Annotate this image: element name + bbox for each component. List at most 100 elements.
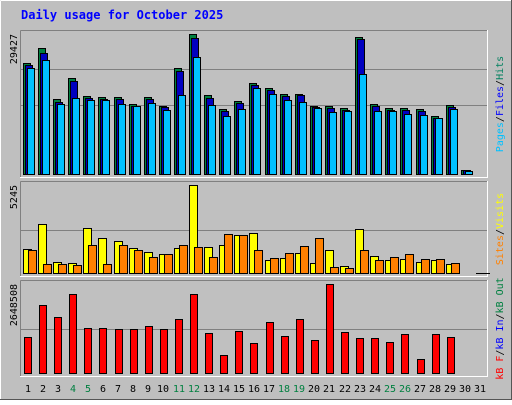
series-visits-sites bbox=[28, 234, 490, 274]
bar bbox=[341, 332, 349, 374]
bar bbox=[179, 245, 188, 274]
bar bbox=[220, 355, 228, 374]
bar bbox=[194, 247, 203, 274]
bar bbox=[54, 317, 62, 374]
bar bbox=[98, 238, 107, 274]
x-tick-label: 21 bbox=[323, 384, 335, 395]
bar bbox=[38, 224, 47, 274]
bar bbox=[374, 111, 382, 175]
x-tick-label: 31 bbox=[474, 384, 486, 395]
x-tick-label: 17 bbox=[263, 384, 275, 395]
bar bbox=[270, 258, 279, 274]
bar bbox=[386, 342, 394, 374]
x-tick-label: 15 bbox=[233, 384, 245, 395]
bar bbox=[326, 284, 334, 374]
x-tick-label: 18 bbox=[278, 384, 290, 395]
bar bbox=[344, 111, 352, 175]
bar bbox=[130, 329, 138, 374]
ymax-label-kbytes: 2648508 bbox=[9, 284, 20, 326]
bar bbox=[389, 111, 397, 175]
x-tick-label: 12 bbox=[188, 384, 200, 395]
bar bbox=[436, 259, 445, 274]
series-kbytes-kb-f bbox=[24, 284, 455, 374]
x-tick-label: 25 bbox=[384, 384, 396, 395]
x-tick-label: 3 bbox=[55, 384, 61, 395]
bar bbox=[28, 250, 37, 274]
bar bbox=[447, 337, 455, 374]
side-label-part: kB In bbox=[495, 319, 506, 349]
bar bbox=[160, 329, 168, 374]
x-tick-label: 11 bbox=[173, 384, 185, 395]
side-label-visits: Sites/Visits bbox=[495, 193, 506, 265]
bar bbox=[281, 336, 289, 374]
bar bbox=[325, 250, 334, 274]
bar bbox=[209, 257, 218, 274]
bar bbox=[84, 328, 92, 374]
bar bbox=[43, 264, 52, 274]
bar bbox=[235, 331, 243, 374]
x-tick-label: 19 bbox=[293, 384, 305, 395]
bar bbox=[401, 334, 409, 374]
bar bbox=[405, 254, 414, 274]
bar bbox=[205, 333, 213, 374]
x-tick-label: 6 bbox=[100, 384, 106, 395]
x-tick-label: 13 bbox=[203, 384, 215, 395]
x-tick-label: 8 bbox=[130, 384, 136, 395]
x-tick-label: 29 bbox=[444, 384, 456, 395]
side-label-part: Files bbox=[495, 86, 506, 116]
x-tick-label: 5 bbox=[85, 384, 91, 395]
bar bbox=[300, 246, 309, 274]
bar bbox=[266, 322, 274, 374]
x-tick-label: 23 bbox=[354, 384, 366, 395]
side-label-part: Pages bbox=[495, 122, 506, 152]
bar bbox=[329, 112, 337, 175]
bar bbox=[102, 100, 110, 175]
side-label-part: / bbox=[495, 350, 506, 356]
bar bbox=[134, 250, 143, 274]
bar bbox=[189, 185, 198, 274]
bar bbox=[42, 60, 50, 175]
bar bbox=[69, 294, 77, 374]
x-tick-label: 2 bbox=[40, 384, 46, 395]
x-tick-label: 9 bbox=[145, 384, 151, 395]
side-label-part: Hits bbox=[495, 56, 506, 80]
bar bbox=[39, 305, 47, 374]
x-tick-label: 4 bbox=[70, 384, 76, 395]
bar bbox=[119, 245, 128, 274]
bar bbox=[163, 110, 171, 175]
bar bbox=[164, 254, 173, 274]
bar bbox=[375, 260, 384, 274]
x-tick-label: 1 bbox=[25, 384, 31, 395]
bar bbox=[314, 108, 322, 175]
bar bbox=[299, 102, 307, 175]
bar bbox=[24, 337, 32, 374]
bar bbox=[145, 326, 153, 374]
bar bbox=[57, 104, 65, 175]
bar bbox=[254, 250, 263, 274]
x-tick-label: 16 bbox=[248, 384, 260, 395]
side-label-part: kB F bbox=[495, 356, 506, 380]
bar bbox=[481, 273, 490, 274]
x-tick-label: 20 bbox=[308, 384, 320, 395]
bar bbox=[72, 98, 80, 175]
x-tick-label: 28 bbox=[429, 384, 441, 395]
bar bbox=[73, 265, 82, 274]
bar bbox=[149, 257, 158, 274]
bar bbox=[432, 334, 440, 374]
bar bbox=[359, 74, 367, 175]
panels-group: 29427Pages/Files/Hits5245Sites/Visits264… bbox=[9, 30, 506, 380]
series-hits-pages bbox=[27, 57, 473, 175]
x-tick-label: 22 bbox=[339, 384, 351, 395]
bar bbox=[360, 250, 369, 274]
bar bbox=[224, 234, 233, 274]
bar bbox=[253, 88, 261, 175]
bar bbox=[450, 109, 458, 175]
bar bbox=[311, 340, 319, 374]
x-tick-label: 27 bbox=[414, 384, 426, 395]
bar bbox=[223, 116, 231, 175]
bar bbox=[239, 235, 248, 274]
ymax-label-hits: 29427 bbox=[9, 34, 20, 64]
